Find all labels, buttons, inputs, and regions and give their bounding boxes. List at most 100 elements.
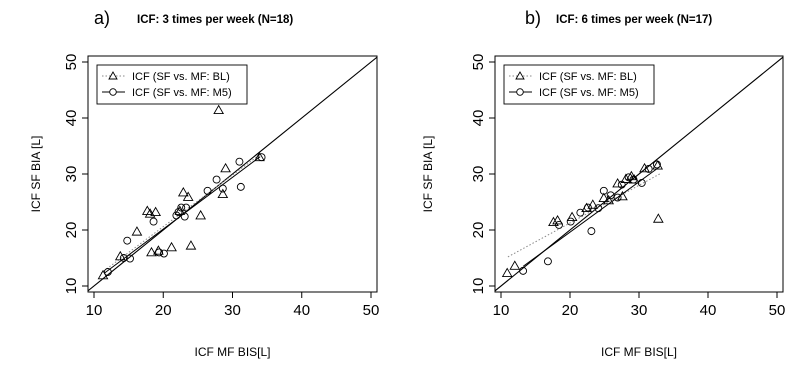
data-point-triangle — [185, 240, 197, 250]
data-point-triangle — [509, 260, 521, 270]
data-point-circle — [644, 165, 653, 173]
data-point-triangle — [220, 162, 231, 173]
series-bl — [97, 104, 265, 280]
data-point-circle — [613, 193, 622, 202]
chart-title: ICF: 6 times per week (N=17) — [556, 14, 712, 26]
x-tick-label: 40 — [293, 302, 310, 319]
legend: ICF (SF vs. MF: BL) ICF (SF vs. MF: M5) — [96, 64, 248, 105]
x-tick-label: 10 — [493, 302, 510, 319]
data-point-triangle — [652, 213, 664, 223]
x-tick-label: 20 — [562, 302, 579, 319]
y-tick-label: 40 — [470, 110, 487, 127]
data-point-triangle — [620, 173, 632, 183]
legend: ICF (SF vs. MF: BL) ICF (SF vs. MF: M5) — [503, 64, 655, 105]
x-tick-label: 30 — [224, 302, 241, 319]
data-point-circle — [652, 160, 661, 169]
panel-label: b) — [525, 8, 541, 28]
y-tick-label: 30 — [470, 166, 487, 183]
legend-label: ICF (SF vs. MF: M5) — [132, 87, 232, 99]
series-bl — [501, 160, 664, 278]
x-tick-label: 10 — [86, 302, 103, 319]
data-point-triangle — [566, 211, 578, 222]
legend-box — [96, 64, 248, 105]
data-point-circle — [212, 175, 221, 184]
data-point-circle — [182, 203, 191, 212]
fit-line-bl — [100, 153, 261, 274]
data-point-circle — [624, 173, 633, 182]
data-point-triangle — [501, 267, 513, 278]
x-tick-label: 20 — [155, 302, 172, 319]
identity-line — [88, 56, 377, 292]
data-point-circle — [576, 208, 585, 217]
legend-label: ICF (SF vs. MF: BL) — [539, 71, 637, 83]
x-tick-label: 40 — [700, 302, 717, 319]
legend-marker-circle — [516, 88, 524, 96]
y-tick-label: 50 — [63, 54, 80, 71]
data-point-circle — [257, 153, 266, 162]
data-point-triangle — [213, 104, 225, 115]
panel-label: a) — [94, 8, 110, 28]
data-point-triangle — [195, 209, 207, 220]
data-point-circle — [555, 221, 563, 229]
data-point-circle — [103, 268, 112, 276]
y-tick-label: 30 — [63, 166, 80, 183]
legend-marker-triangle — [515, 71, 525, 80]
data-point-triangle — [548, 216, 559, 227]
data-point-circle — [637, 179, 646, 187]
plot-area — [88, 56, 377, 292]
series-m5 — [519, 160, 661, 275]
data-point-circle — [236, 182, 245, 191]
data-point-circle — [177, 203, 186, 212]
fit-line-bl — [507, 173, 660, 258]
data-point-circle — [126, 254, 134, 263]
y-tick-label: 50 — [470, 54, 487, 71]
y-tick-label: 20 — [470, 222, 487, 239]
data-point-circle — [543, 257, 552, 266]
data-point-circle — [119, 254, 128, 262]
data-point-circle — [617, 180, 626, 189]
x-tick-label: 50 — [363, 302, 380, 319]
data-point-circle — [587, 227, 596, 236]
legend-marker-circle — [109, 88, 117, 96]
legend-marker-triangle — [108, 71, 118, 80]
data-point-circle — [566, 217, 575, 226]
data-point-triangle — [652, 160, 664, 170]
legend-box — [503, 64, 655, 105]
data-point-circle — [180, 212, 189, 221]
data-point-triangle — [552, 214, 563, 225]
data-point-triangle — [612, 178, 623, 188]
fit-line-m5 — [104, 156, 261, 274]
data-point-circle — [606, 191, 615, 200]
data-point-triangle — [146, 246, 157, 257]
y-tick-label: 20 — [63, 222, 80, 239]
data-point-circle — [629, 175, 638, 184]
data-point-circle — [583, 203, 592, 212]
series-m5 — [103, 153, 266, 276]
legend-label: ICF (SF vs. MF: BL) — [132, 71, 230, 83]
data-point-triangle — [217, 188, 229, 199]
chart-title: ICF: 3 times per week (N=18) — [137, 14, 293, 26]
y-tick-label: 40 — [63, 110, 80, 127]
data-point-triangle — [587, 199, 599, 209]
x-tick-label: 50 — [769, 302, 785, 319]
data-point-circle — [123, 236, 132, 245]
data-point-circle — [235, 157, 244, 166]
chart-panel-a: a) ICF: 3 times per week (N=18) 10 20 30 40 50… — [29, 8, 380, 359]
data-point-circle — [159, 249, 168, 258]
fit-line-m5 — [522, 166, 660, 267]
data-point-circle — [594, 204, 603, 213]
data-point-circle — [149, 217, 158, 226]
data-point-triangle — [182, 191, 194, 201]
data-point-triangle — [131, 226, 143, 236]
data-point-circle — [203, 186, 212, 195]
y-axis-label: ICF SF BIA [L] — [421, 136, 435, 213]
y-axis-label: ICF SF BIA [L] — [29, 136, 43, 213]
x-tick-label: 30 — [631, 302, 648, 319]
data-point-triangle — [598, 192, 610, 202]
data-point-circle — [218, 184, 227, 193]
x-axis-label: ICF MF BIS[L] — [601, 345, 677, 359]
data-point-triangle — [254, 151, 265, 162]
plot-area — [495, 56, 783, 292]
data-point-triangle — [166, 241, 177, 252]
